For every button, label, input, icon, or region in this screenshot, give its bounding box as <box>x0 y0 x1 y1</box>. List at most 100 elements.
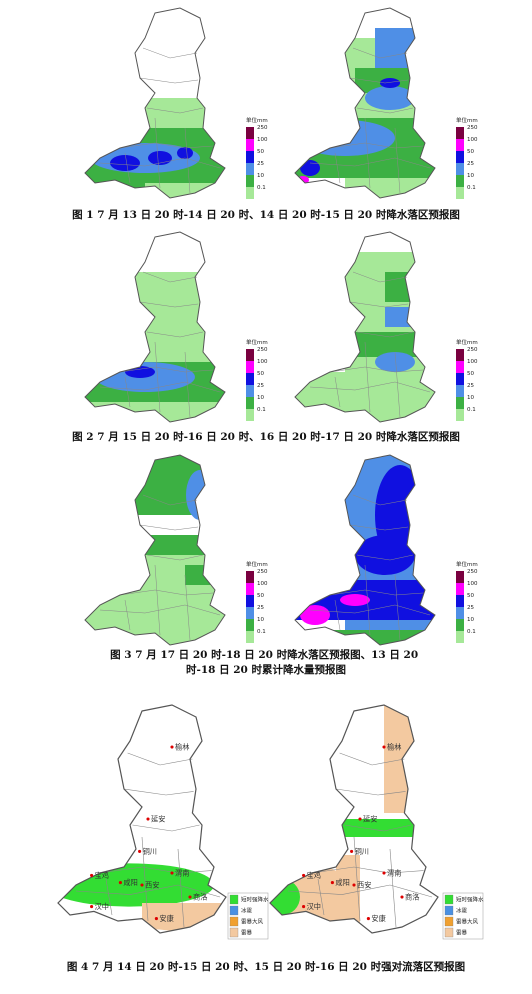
city-label: 延安 <box>363 814 377 823</box>
city-dot <box>170 745 174 749</box>
county-line <box>394 127 401 194</box>
legend-swatch <box>444 894 454 905</box>
legend-swatch <box>229 916 239 927</box>
county-line <box>119 366 214 373</box>
legend-label: 短时强降水 <box>456 896 484 904</box>
legend-swatch <box>246 397 254 409</box>
county-line <box>99 866 212 874</box>
city-dot <box>90 905 94 909</box>
county-line <box>394 574 401 641</box>
city-label: 商洛 <box>405 892 419 901</box>
county-line <box>119 589 214 596</box>
zone <box>365 86 415 110</box>
zone <box>148 151 172 165</box>
legend-swatch <box>456 175 464 187</box>
city-label: 汉中 <box>307 902 321 911</box>
legend-label: 25 <box>257 605 264 611</box>
zone <box>355 535 415 575</box>
legend-label: 0.1 <box>467 407 476 413</box>
county-line <box>127 752 193 766</box>
legend-swatch <box>246 163 254 175</box>
city-dot <box>382 871 386 875</box>
county-line <box>309 604 431 616</box>
legend-label: 50 <box>467 593 474 599</box>
county-line <box>309 157 431 169</box>
legend-label: 250 <box>257 347 268 353</box>
map <box>294 231 436 423</box>
legend-label: 雷暴大风 <box>241 918 264 926</box>
zone <box>295 120 395 156</box>
legend-label: 50 <box>467 371 474 377</box>
county-line <box>132 824 200 832</box>
county-line <box>146 554 204 561</box>
legend-label: 250 <box>467 125 478 131</box>
county-line <box>184 127 191 194</box>
county-line <box>184 351 191 418</box>
county-line <box>349 301 409 308</box>
zone <box>270 879 301 916</box>
legend-title: 单位mm <box>456 560 478 568</box>
city-dot <box>154 917 158 921</box>
city-label: 榆林 <box>175 742 189 751</box>
city-dot <box>140 883 144 887</box>
legend-label: 10 <box>467 617 474 623</box>
county-line <box>99 604 221 616</box>
city-label: 宝鸡 <box>95 871 109 880</box>
zone <box>300 605 330 625</box>
county-line <box>146 107 204 114</box>
city-dot <box>352 883 356 887</box>
figure-caption: 图 4 7 月 14 日 20 时-15 日 20 时、15 日 20 时-16… <box>67 960 465 973</box>
legend-swatch <box>246 619 254 631</box>
city-dot <box>118 881 122 885</box>
county-line <box>353 836 361 922</box>
county-line <box>146 331 204 338</box>
legend-label: 冰雹 <box>241 907 253 915</box>
legend-swatch <box>456 607 464 619</box>
county-line <box>99 157 221 169</box>
legend-label: 10 <box>467 395 474 401</box>
county-line <box>356 554 414 561</box>
county-line <box>352 47 408 59</box>
county-line <box>123 788 194 796</box>
legend-label: 250 <box>257 569 268 575</box>
county-line <box>364 564 371 636</box>
legend-swatch <box>456 373 464 385</box>
legend-swatch <box>444 927 454 938</box>
county-line <box>349 77 409 84</box>
map <box>84 231 226 423</box>
map <box>294 454 436 646</box>
legend-swatch <box>246 409 254 421</box>
legend-label: 250 <box>257 125 268 131</box>
legend-swatch <box>246 139 254 151</box>
legend-swatch <box>246 631 254 643</box>
city-label: 渭南 <box>175 868 189 877</box>
zone <box>330 819 414 837</box>
map <box>294 7 436 199</box>
county-line <box>356 107 414 114</box>
zone <box>135 455 225 515</box>
county-line <box>389 848 397 928</box>
legend-title: 单位mm <box>246 560 268 568</box>
legend-label: 10 <box>257 395 264 401</box>
county-line <box>99 381 221 393</box>
legend-swatch <box>246 595 254 607</box>
zone <box>177 147 193 159</box>
map <box>84 7 226 199</box>
legend-swatch <box>456 595 464 607</box>
legend-label: 0.1 <box>467 629 476 635</box>
zone <box>375 352 415 372</box>
county-line <box>352 494 408 506</box>
county-line <box>309 381 431 393</box>
city-label: 铜川 <box>143 847 157 856</box>
city-label: 渭南 <box>387 868 401 877</box>
legend-swatch <box>246 361 254 373</box>
city-label: 延安 <box>151 814 165 823</box>
legend-label: 10 <box>257 617 264 623</box>
legend-label: 100 <box>257 359 268 365</box>
city-dot <box>302 905 306 909</box>
figure-caption: 图 1 7 月 13 日 20 时-14 日 20 时、14 日 20 时-15… <box>72 208 460 221</box>
